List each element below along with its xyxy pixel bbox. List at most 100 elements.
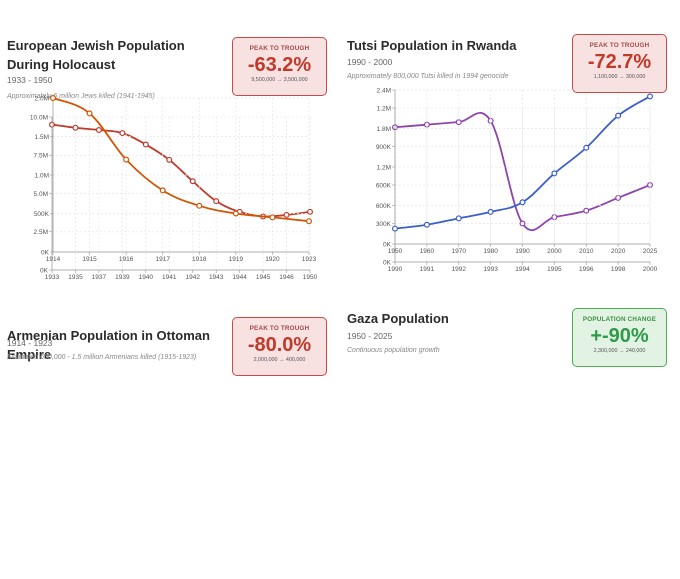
x-tick-label: 1995 (547, 266, 562, 273)
x-tick-label: 1916 (119, 256, 134, 263)
x-tick-label: 1946 (279, 274, 294, 281)
data-point (307, 208, 314, 215)
badge-label: PEAK TO TROUGH (249, 45, 310, 52)
x-tick-label: 2020 (611, 248, 626, 255)
line-chart: 0K 500K 1.0M 1.5M 2.0M 1914 1915 1916 1917 1918 19… (34, 95, 317, 263)
data-point (232, 210, 239, 217)
badge-value: -72.7% (587, 51, 652, 73)
y-tick-label: 10.0M (30, 114, 48, 121)
x-tick-label: 1940 (139, 274, 154, 281)
chart-panel-tutsi: Tutsi Population in Rwanda 1990 - 2000 A… (340, 0, 680, 290)
x-tick-label: 1943 (209, 274, 224, 281)
x-tick-label: 1945 (256, 274, 271, 281)
y-tick-label: 0K (383, 241, 392, 248)
stat-badge: POPULATION CHANGE +-90% 2,300,000 → 240,… (572, 308, 667, 367)
y-tick-label: 1.0M (35, 172, 49, 179)
badge-value: +-90% (590, 325, 649, 347)
chart-date-range: 1914 - 1923 (7, 338, 53, 348)
x-tick-label: 1920 (265, 256, 280, 263)
x-tick-label: 2010 (579, 248, 594, 255)
data-point (95, 127, 102, 134)
chart-date-range: 1950 - 2025 (347, 331, 393, 341)
x-tick-label: 1941 (162, 274, 177, 281)
y-tick-label: 7.5M (34, 153, 48, 160)
data-point (159, 187, 166, 194)
data-point (119, 130, 126, 137)
x-tick-label: 1935 (68, 274, 83, 281)
badge-value: -80.0% (247, 334, 312, 356)
stat-badge: PEAK TO TROUGH -72.7% 1,100,000 → 300,00… (572, 34, 667, 93)
stat-badge: PEAK TO TROUGH -63.2% 9,500,000 → 3,500,… (232, 37, 327, 96)
badge-label: PEAK TO TROUGH (589, 42, 650, 49)
data-point (123, 156, 130, 163)
stat-badge: PEAK TO TROUGH -80.0% 2,000,000 → 400,00… (232, 317, 327, 376)
y-tick-label: 0K (383, 259, 392, 266)
data-point (487, 208, 494, 215)
series-line (51, 123, 311, 218)
line-chart: 0K 2.5M 5.0M 7.5M 10.0M 1933 1935 1937 1939 1940 1… (30, 114, 318, 281)
x-tick-label: 1993 (483, 266, 498, 273)
y-tick-label: 1.2M (377, 105, 391, 112)
data-point (196, 202, 203, 209)
series-line (52, 97, 310, 223)
chart-note: Continuous population growth (347, 347, 440, 354)
badge-label: PEAK TO TROUGH (249, 325, 310, 332)
x-tick-label: 1917 (155, 256, 170, 263)
data-point (213, 198, 220, 205)
x-tick-label: 2000 (547, 248, 562, 255)
data-point (551, 170, 558, 177)
chart-title: European Jewish Population During Holoca… (7, 38, 185, 72)
x-tick-label: 1923 (302, 256, 317, 263)
data-point (142, 141, 149, 148)
chart-note: Approximately 800,000 Tutsi killed in 19… (347, 73, 509, 80)
data-point (306, 218, 313, 225)
x-tick-label: 1919 (229, 256, 244, 263)
x-tick-label: 1918 (192, 256, 207, 263)
x-tick-label: 1944 (232, 274, 247, 281)
line-chart: 0K 300K 600K 900K 1.2M 1990 1991 1992 1993 1994 19… (376, 105, 658, 273)
x-tick-label: 1942 (185, 274, 200, 281)
x-tick-label: 1914 (46, 256, 61, 263)
x-tick-label: 1937 (92, 274, 107, 281)
x-tick-label: 1990 (388, 266, 403, 273)
data-point (48, 121, 55, 128)
y-tick-label: 1.5M (35, 134, 49, 141)
y-tick-label: 600K (376, 203, 392, 210)
chart-title: Armenian Population in Ottoman Empire (7, 328, 210, 362)
data-point (86, 110, 93, 117)
y-tick-label: 500K (34, 211, 50, 218)
data-point (189, 178, 196, 185)
y-tick-label: 900K (376, 144, 392, 151)
chart-date-range: 1933 - 1950 (7, 75, 53, 85)
line-chart: 0K 600K 1.2M 1.8M 2.4M 1950 1960 1970 1980 1990 20… (376, 87, 658, 255)
badge-value: -63.2% (247, 54, 312, 76)
data-point (423, 221, 430, 228)
chart-panel-armenian: Armenian Population in Ottoman Empire 19… (0, 95, 340, 579)
data-point (583, 144, 590, 151)
data-point (519, 199, 526, 206)
x-tick-label: 1994 (515, 266, 530, 273)
x-tick-label: 1960 (420, 248, 435, 255)
x-tick-label: 1933 (45, 274, 60, 281)
x-tick-label: 1980 (483, 248, 498, 255)
y-tick-label: 2.4M (377, 87, 391, 94)
data-point (647, 93, 654, 100)
badge-subtext: 9,500,000 → 3,500,000 (251, 77, 308, 83)
y-tick-label: 1.2M (377, 164, 391, 171)
x-tick-label: 2000 (643, 266, 658, 273)
y-tick-label: 0K (40, 267, 49, 274)
chart-title: Tutsi Population in Rwanda (347, 38, 517, 53)
x-tick-label: 1915 (82, 256, 97, 263)
y-tick-label: 600K (376, 182, 392, 189)
badge-label: POPULATION CHANGE (582, 316, 657, 323)
chart-title: Gaza Population (347, 311, 449, 326)
x-tick-label: 1939 (115, 274, 130, 281)
data-point (49, 95, 56, 102)
series-line (394, 112, 651, 232)
data-point (615, 112, 622, 119)
data-point (391, 225, 398, 232)
badge-subtext: 1,100,000 → 300,000 (593, 74, 646, 80)
x-tick-label: 1992 (452, 266, 467, 273)
x-tick-label: 1998 (611, 266, 626, 273)
chart-date-range: 1990 - 2000 (347, 57, 393, 67)
